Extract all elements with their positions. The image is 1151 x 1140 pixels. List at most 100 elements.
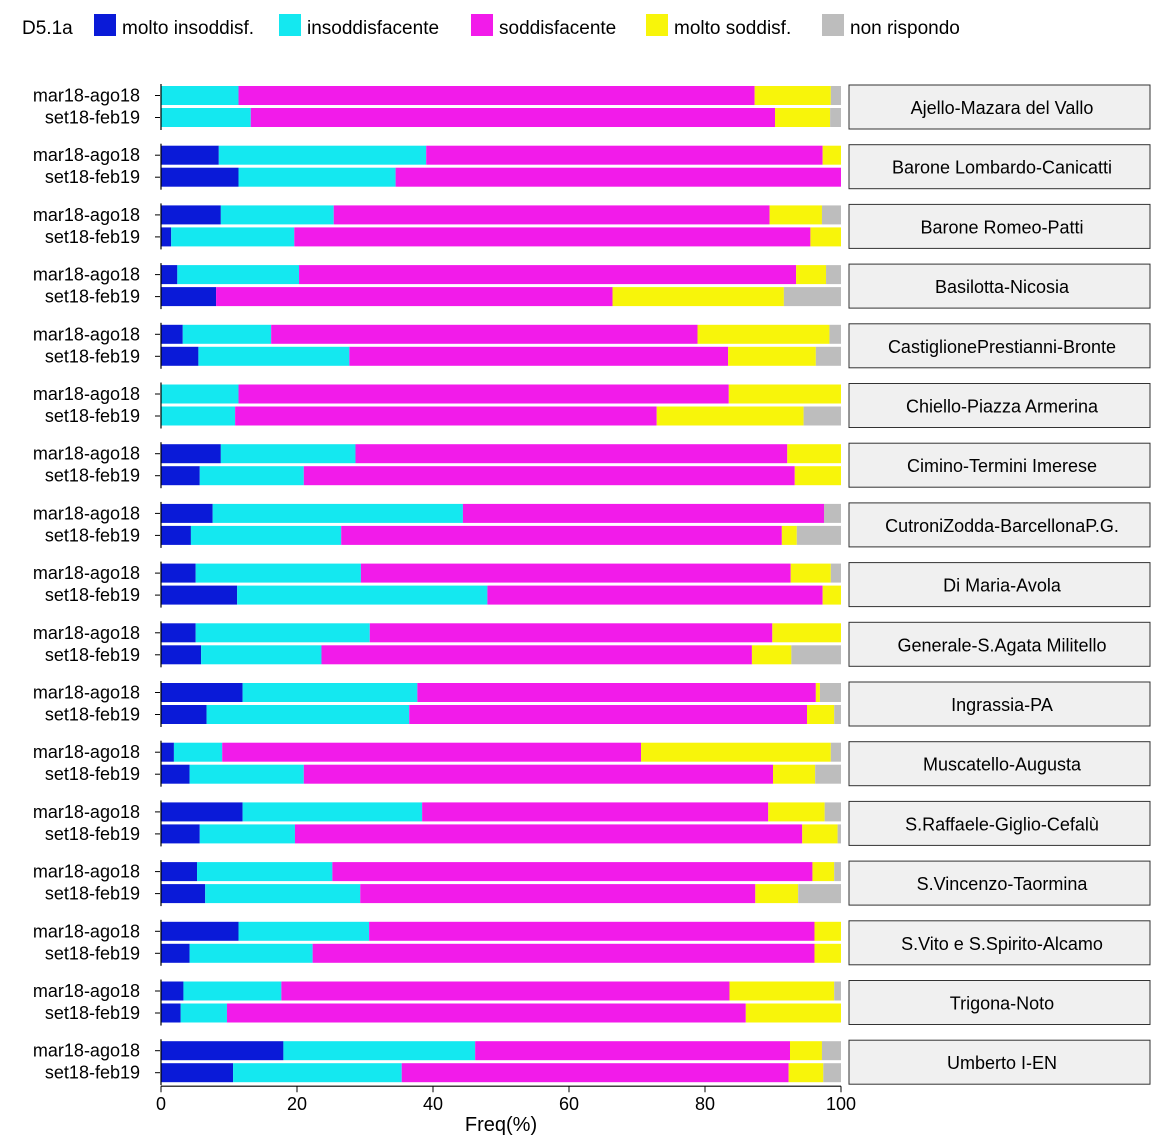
bar-segment [238,921,370,941]
bar-segment [198,346,350,366]
facet-strip [848,741,1151,787]
bar-segment [182,324,272,344]
bar-segment [161,585,238,605]
facet-strip [848,562,1151,608]
bar-segment [798,884,841,904]
bar-segment [238,167,396,187]
bar-segment [829,324,841,344]
bar-segment [271,324,698,344]
y-tick-label: set18-feb19 [45,943,140,963]
y-tick-label: mar18-ago18 [33,563,140,583]
bar-segment [787,444,841,464]
bar-segment [815,683,820,702]
bar-segment [183,981,282,1001]
bar-segment [794,466,841,486]
facet-label: Barone Lombardo-Canicatti [892,158,1112,178]
bar-segment [161,86,239,105]
x-tick-label: 40 [423,1094,443,1114]
bar-segment [355,444,788,464]
bar-segment [201,645,322,665]
bar-segment [216,287,613,307]
bar-segment [823,1063,841,1083]
facet-strip [848,800,1151,846]
bar-segment [161,525,191,545]
legend-label: molto soddisf. [674,18,791,39]
facet-label: Chiello-Piazza Armerina [906,397,1099,417]
bar-segment [822,585,841,605]
bar-segment [462,503,824,523]
bar-segment [161,444,221,464]
y-tick-label: set18-feb19 [45,764,140,784]
bar-segment [332,862,813,882]
y-tick-label: mar18-ago18 [33,444,140,464]
bar-segment [791,645,841,665]
bar-segment [220,444,356,464]
y-tick-label: mar18-ago18 [33,623,140,643]
bar-segment [810,227,841,247]
y-tick-label: set18-feb19 [45,406,140,426]
y-tick-label: mar18-ago18 [33,683,140,703]
y-tick-label: mar18-ago18 [33,205,140,225]
y-tick-label: mar18-ago18 [33,1041,140,1061]
bar-segment [205,884,361,904]
bar-segment [189,764,304,784]
bar-segment [199,824,295,844]
bar-segment [161,742,174,762]
bar-segment [814,921,841,941]
facet-label: S.Vincenzo-Taormina [917,874,1089,894]
legend-swatch [471,14,493,36]
bar-segment [656,406,804,426]
bar-segment [612,287,784,307]
bar-segment [768,802,825,822]
facet-strip [848,203,1151,249]
bar-segment [826,265,841,285]
bar-segment [238,384,729,404]
y-tick-label: set18-feb19 [45,705,140,725]
y-tick-label: mar18-ago18 [33,86,140,106]
bar-segment [190,525,342,545]
facet-strip [848,442,1151,488]
facet-strip [848,1039,1151,1085]
bar-segment [426,145,823,165]
bar-segment [728,346,816,366]
bar-segment [173,742,223,762]
bar-segment [775,108,831,127]
y-tick-label: mar18-ago18 [33,862,140,882]
bar-segment [834,705,841,724]
bar-segment [821,205,841,225]
bar-segment [333,205,770,225]
bar-segment [161,265,178,285]
facet-strip [848,323,1151,369]
bar-segment [235,406,657,426]
y-tick-label: set18-feb19 [45,1003,140,1023]
y-tick-label: mar18-ago18 [33,981,140,1001]
y-tick-label: set18-feb19 [45,824,140,844]
bar-segment [834,862,841,882]
legend-label: molto insoddisf. [122,18,254,39]
facet-strip [848,980,1151,1025]
bar-segment [803,406,841,426]
y-tick-label: mar18-ago18 [33,384,140,404]
bar-segment [417,683,816,702]
x-tick-label: 60 [559,1094,579,1114]
bar-segment [781,525,797,545]
x-tick-label: 20 [287,1094,307,1114]
bar-segment [206,705,410,724]
bar-segment [161,287,217,307]
bar-segment [369,623,773,643]
bar-segment [769,205,822,225]
y-tick-label: set18-feb19 [45,884,140,904]
bar-segment [830,563,841,583]
y-tick-label: mar18-ago18 [33,145,140,165]
